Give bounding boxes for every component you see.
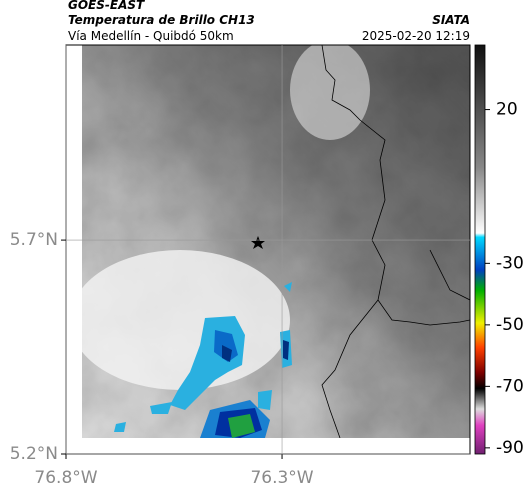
source: SIATA (432, 13, 470, 27)
y-tick-label: 5.7°N (10, 230, 58, 250)
x-tick-label: 76.8°W (34, 468, 97, 488)
timestamp: 2025-02-20 12:19 (362, 29, 470, 43)
satellite-image (82, 45, 470, 438)
colorbar-tick-label: -50 (496, 315, 524, 335)
location-marker (251, 236, 265, 249)
map-title: Temperatura de Brillo CH13 (68, 13, 255, 27)
colorbar-tick-label: -70 (496, 376, 524, 396)
satellite-name: GOES-EAST (68, 0, 145, 12)
colorbar-tick-label: -90 (496, 438, 524, 458)
y-tick-label: 5.2°N (10, 444, 58, 464)
colorbar (474, 44, 486, 455)
map-subtitle: Vía Medellín - Quibdó 50km (68, 29, 234, 43)
colorbar-tick-label: 20 (496, 100, 518, 120)
x-tick-label: 76.3°W (250, 468, 313, 488)
colorbar-tick-label: -30 (496, 253, 524, 273)
